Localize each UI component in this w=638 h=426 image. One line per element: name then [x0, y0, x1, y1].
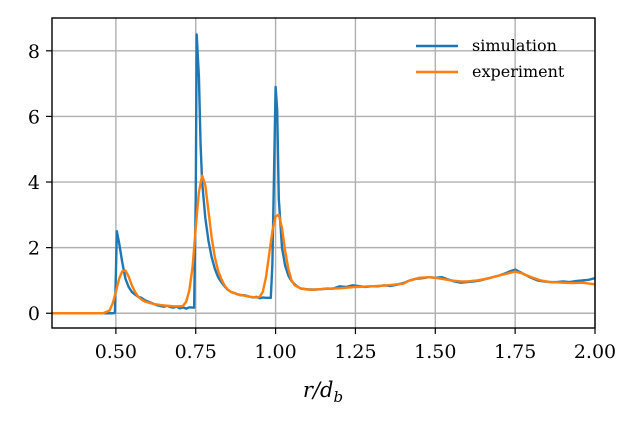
x-tick-label: 1.75 [494, 341, 536, 363]
y-tick-label: 0 [28, 303, 40, 325]
legend: simulation experiment [416, 36, 565, 81]
x-axis-label: r/db [303, 378, 343, 406]
x-tick-label: 2.00 [574, 341, 616, 363]
y-tick-label: 8 [28, 41, 40, 63]
grid-lines [52, 18, 596, 328]
x-tick-label: 1.50 [414, 341, 456, 363]
y-tick-label: 2 [28, 238, 40, 260]
x-tick-label: 0.75 [175, 341, 217, 363]
x-axis-label-main: r/d [303, 378, 334, 402]
x-axis-ticks: 0.50 0.75 1.00 1.25 1.50 1.75 2.00 [95, 328, 616, 363]
x-tick-label: 1.25 [334, 341, 376, 363]
x-axis-label-sub: b [333, 388, 343, 406]
legend-label-simulation: simulation [472, 36, 557, 55]
series-group [52, 33, 595, 315]
x-tick-label: 1.00 [254, 341, 296, 363]
legend-label-experiment: experiment [472, 62, 565, 81]
x-tick-label: 0.50 [95, 341, 137, 363]
y-tick-label: 4 [28, 172, 40, 194]
series-line-experiment [52, 174, 595, 315]
plot-frame [51, 17, 596, 329]
y-tick-label: 6 [28, 106, 40, 128]
y-axis-ticks: 0 2 4 6 8 [28, 41, 52, 325]
